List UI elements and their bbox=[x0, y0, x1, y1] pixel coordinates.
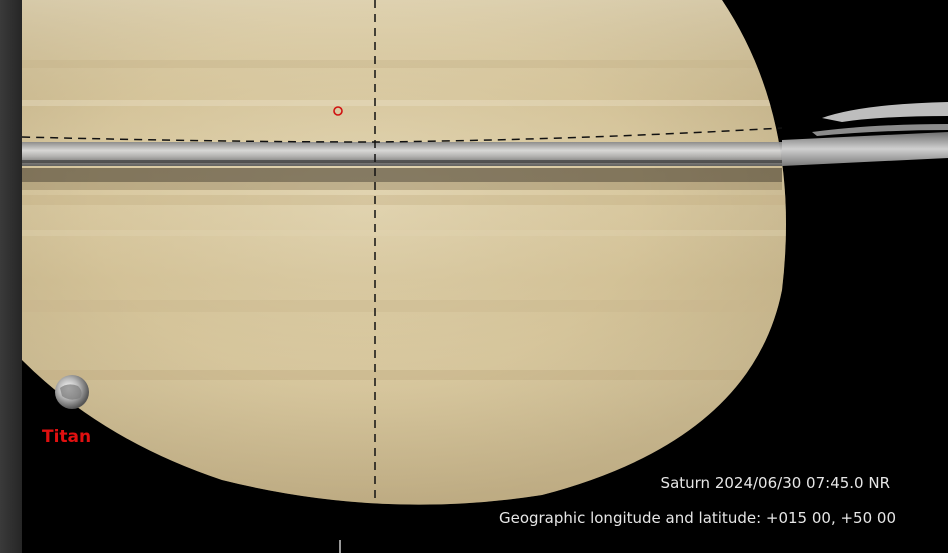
saturn-globe bbox=[22, 0, 786, 505]
crosshair bbox=[22, 0, 783, 500]
object-info-readout: Saturn 2024/06/30 07:45.0 NR bbox=[660, 474, 890, 492]
titan-moon-icon[interactable] bbox=[55, 375, 89, 409]
planet-viewport[interactable]: Titan Saturn 2024/06/30 07:45.0 NR Geogr… bbox=[22, 0, 948, 553]
window-left-edge bbox=[0, 0, 22, 553]
saturn-scene bbox=[22, 0, 948, 553]
saturn-rings bbox=[22, 102, 948, 166]
target-marker-icon bbox=[333, 106, 343, 116]
moon-label-titan[interactable]: Titan bbox=[42, 427, 92, 447]
coordinates-readout: Geographic longitude and latitude: +015 … bbox=[498, 509, 896, 527]
